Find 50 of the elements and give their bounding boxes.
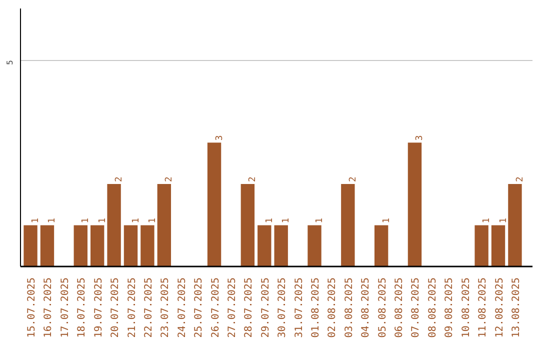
data-label: 2: [164, 176, 175, 182]
x-tick-label: 18.07.2025: [76, 277, 88, 338]
data-label: 1: [48, 218, 58, 224]
data-label: 1: [382, 218, 392, 224]
data-label: 2: [114, 176, 125, 182]
x-tick-label: 09.08.2025: [444, 277, 456, 338]
x-tick-label: 28.07.2025: [244, 277, 255, 338]
x-tick-label: 12.08.2025: [494, 277, 506, 338]
data-label: 2: [248, 176, 258, 182]
x-tick-label: 21.07.2025: [126, 277, 138, 338]
x-tick-label: 15.07.2025: [26, 277, 38, 338]
x-tick-label: 08.08.2025: [427, 277, 438, 338]
x-tick-label: 29.07.2025: [260, 277, 272, 338]
data-label: 1: [482, 218, 492, 224]
data-label: 2: [515, 176, 526, 182]
x-tick-label: 04.08.2025: [360, 277, 372, 338]
x-tick-label: 19.07.2025: [93, 277, 104, 338]
x-tick-label: 01.08.2025: [310, 277, 322, 338]
data-label: 1: [282, 218, 292, 224]
data-label: 1: [131, 218, 142, 224]
data-label: 2: [348, 176, 358, 182]
data-label: 1: [98, 218, 108, 224]
x-tick-label: 20.07.2025: [110, 277, 122, 338]
x-tick-label: 26.07.2025: [210, 277, 222, 338]
data-label: 3: [415, 135, 426, 141]
data-label: 1: [264, 218, 275, 224]
y-tick-label: 5: [6, 60, 14, 65]
x-tick-label: 06.08.2025: [394, 277, 406, 338]
x-tick-label: 25.07.2025: [194, 277, 205, 338]
x-tick-label: 24.07.2025: [176, 277, 188, 338]
x-tick-label: 23.07.2025: [160, 277, 172, 338]
data-label: 3: [214, 135, 225, 141]
x-tick-label: 16.07.2025: [43, 277, 54, 338]
x-tick-label: 27.07.2025: [226, 277, 238, 338]
x-tick-label: 11.08.2025: [478, 277, 489, 338]
x-tick-label: 07.08.2025: [410, 277, 422, 338]
data-label: 1: [31, 218, 42, 224]
x-tick-label: 03.08.2025: [344, 277, 355, 338]
data-label: 1: [81, 218, 92, 224]
x-tick-label: 31.07.2025: [294, 277, 305, 338]
x-tick-label: 13.08.2025: [510, 277, 522, 338]
x-tick-label: 22.07.2025: [143, 277, 154, 338]
data-label: 1: [148, 218, 158, 224]
x-tick-label: 30.07.2025: [277, 277, 288, 338]
x-tick-label: 02.08.2025: [327, 277, 338, 338]
x-tick-label: 10.08.2025: [460, 277, 472, 338]
data-label: 1: [498, 218, 509, 224]
data-label: 1: [315, 218, 326, 224]
x-tick-label: 17.07.2025: [60, 277, 71, 338]
x-tick-label: 05.08.2025: [377, 277, 388, 338]
